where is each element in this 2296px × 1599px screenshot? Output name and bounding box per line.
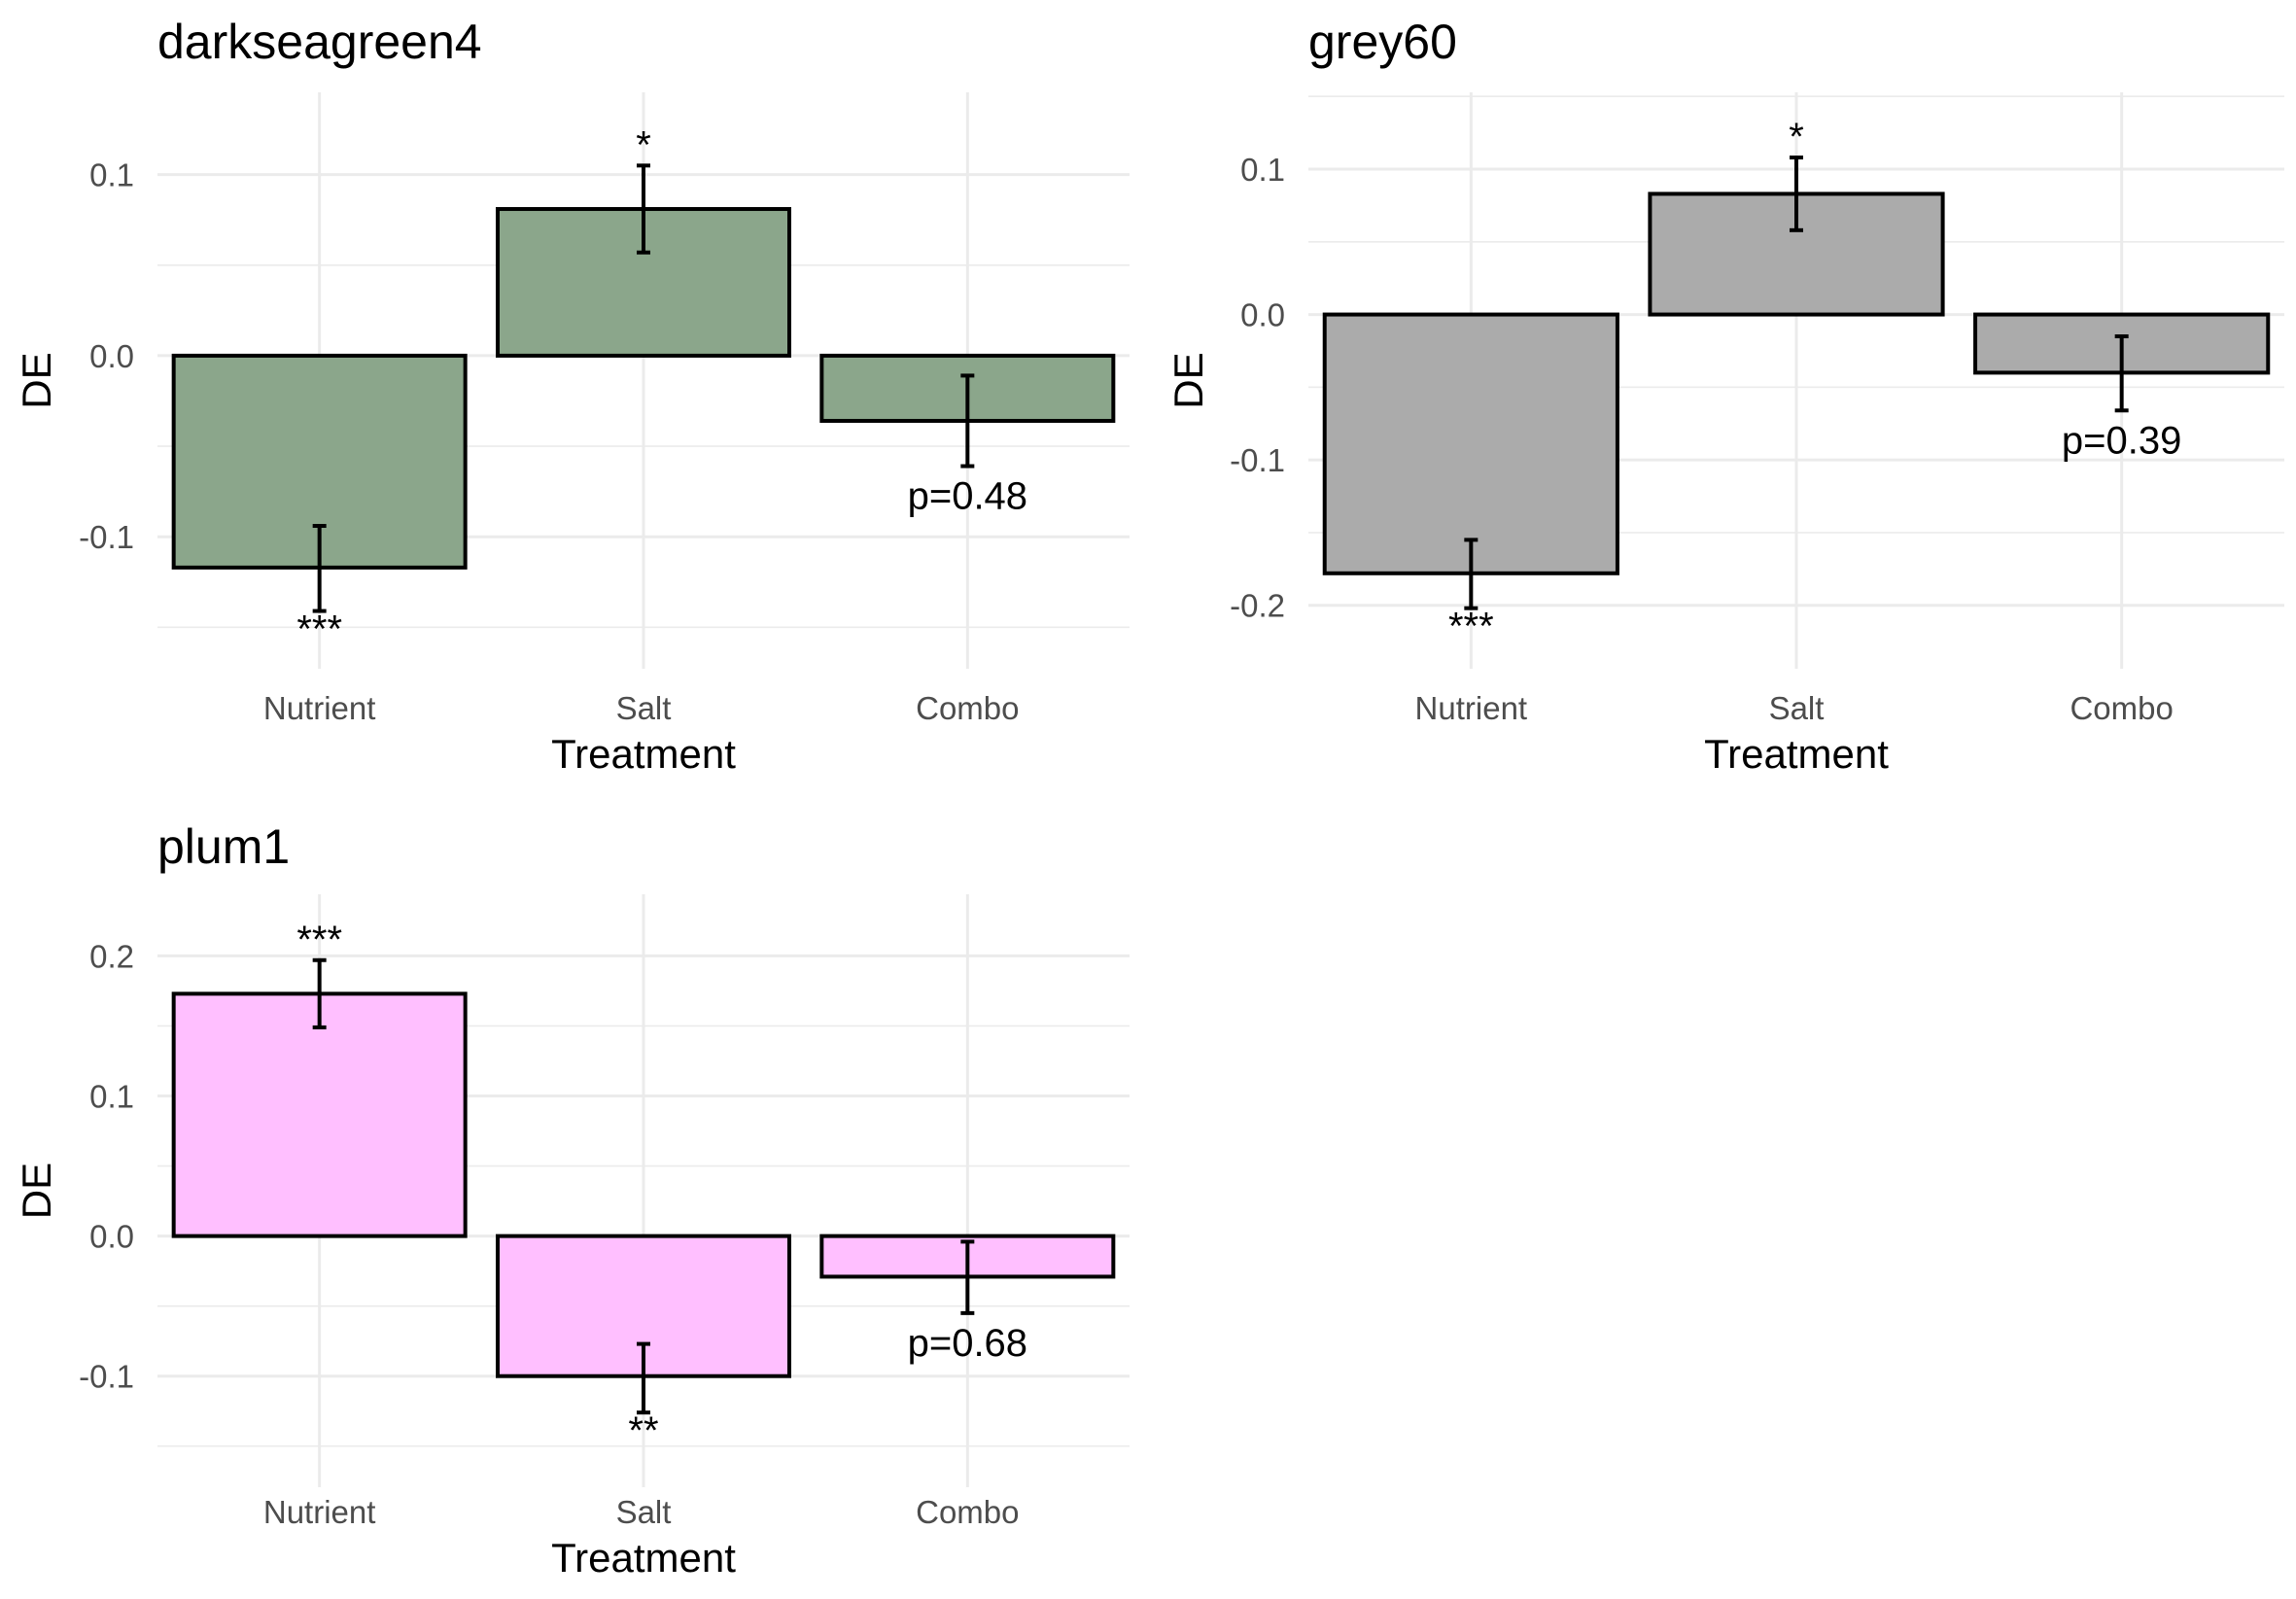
data-annotation: p=0.48 xyxy=(908,475,1027,518)
panel-title: plum1 xyxy=(157,819,290,874)
y-tick-label: 0.0 xyxy=(1240,297,1285,333)
data-annotation: p=0.68 xyxy=(908,1322,1027,1365)
x-tick-label: Nutrient xyxy=(263,1494,376,1530)
x-tick-label: Salt xyxy=(1769,690,1825,726)
bar xyxy=(171,991,468,1238)
panel-title: grey60 xyxy=(1308,15,1457,69)
y-axis-title: DE xyxy=(14,1163,59,1219)
x-axis-title: Treatment xyxy=(1704,731,1889,777)
data-annotation: *** xyxy=(296,919,342,961)
x-tick-label: Nutrient xyxy=(1415,690,1528,726)
y-tick-label: 0.0 xyxy=(89,1219,134,1255)
y-tick-label: 0.2 xyxy=(89,938,134,974)
y-axis-title: DE xyxy=(14,352,59,408)
x-tick-label: Salt xyxy=(616,690,672,726)
x-tick-label: Combo xyxy=(2070,690,2173,726)
y-axis-title: DE xyxy=(1165,352,1211,408)
x-tick-label: Nutrient xyxy=(263,690,376,726)
x-tick-label: Combo xyxy=(916,1494,1019,1530)
y-tick-label: 0.0 xyxy=(89,338,134,374)
data-annotation: p=0.39 xyxy=(2062,419,2181,462)
y-tick-label: -0.1 xyxy=(79,1359,134,1395)
y-tick-label: -0.1 xyxy=(79,519,134,555)
panel-title: darkseagreen4 xyxy=(157,15,482,69)
y-tick-label: -0.1 xyxy=(1230,442,1285,478)
x-tick-label: Combo xyxy=(916,690,1019,726)
bar xyxy=(1322,312,1619,575)
y-tick-label: 0.1 xyxy=(89,1079,134,1115)
data-annotation: *** xyxy=(1448,606,1494,648)
y-tick-label: 0.1 xyxy=(1240,152,1285,188)
data-annotation: ** xyxy=(628,1409,658,1452)
data-annotation: * xyxy=(636,123,651,166)
x-tick-label: Salt xyxy=(616,1494,672,1530)
y-tick-label: -0.2 xyxy=(1230,588,1285,624)
y-tick-label: 0.1 xyxy=(89,157,134,193)
data-annotation: * xyxy=(1789,116,1804,158)
x-axis-title: Treatment xyxy=(551,1535,736,1581)
data-annotation: *** xyxy=(296,608,342,651)
x-axis-title: Treatment xyxy=(551,731,736,777)
